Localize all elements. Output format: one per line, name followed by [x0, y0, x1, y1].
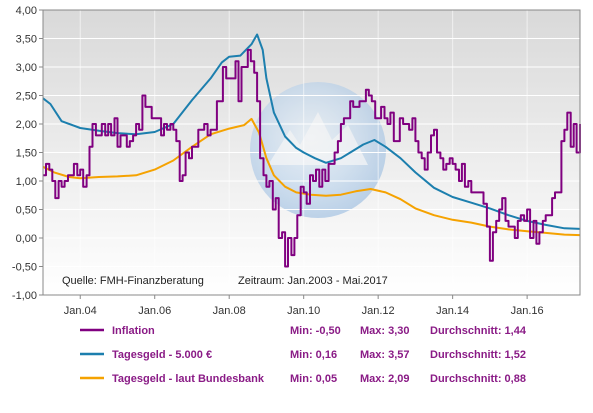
series-line-1: [42, 33, 581, 230]
legend-min: Min: -0,50: [290, 325, 341, 337]
x-tick-label: Jan.08: [213, 305, 246, 317]
y-tick-label: 3,50: [16, 34, 37, 46]
legend: Inflation Min: -0,50 Max: 3,30 Durchschnitt…: [80, 325, 527, 385]
x-tick-label: Jan.10: [287, 305, 320, 317]
source-note: Quelle: FMH-Finanzberatung: [62, 275, 204, 287]
legend-max: Max: 3,57: [360, 349, 410, 361]
legend-average: Durchschnitt: 1,44: [430, 325, 527, 337]
x-tick-label: Jan.06: [138, 305, 171, 317]
x-axis-ticks: Jan.04 Jan.06 Jan.08 Jan.10 Jan.12 Jan.14 Jan.…: [64, 295, 544, 317]
x-tick-label: Jan.12: [362, 305, 395, 317]
legend-average: Durchschnitt: 1,52: [430, 349, 526, 361]
x-tick-label: Jan.16: [511, 305, 544, 317]
y-tick-label: 2,50: [16, 91, 37, 103]
y-axis-ticks: -1,00 -0,50 0,00 0,50 1,00 1,50 2,00 2,50 3,00 3,…: [12, 5, 43, 302]
series-line-2: [42, 117, 581, 237]
y-tick-label: -1,00: [12, 290, 37, 302]
y-tick-label: 1,00: [16, 176, 37, 188]
x-tick-label: Jan.04: [64, 305, 97, 317]
watermark-logo: [250, 82, 386, 218]
plot-border: [42, 9, 581, 296]
legend-max: Max: 2,09: [360, 373, 410, 385]
y-tick-label: 4,00: [16, 5, 37, 17]
legend-series-name: Inflation: [112, 325, 155, 337]
y-tick-label: 0,00: [16, 233, 37, 245]
series-line-0: [43, 48, 581, 268]
legend-average: Durchschnitt: 0,88: [430, 373, 526, 385]
legend-series-name: Tagesgeld - laut Bundesbank: [112, 373, 265, 385]
legend-min: Min: 0,05: [290, 373, 337, 385]
legend-series-name: Tagesgeld - 5.000 €: [112, 349, 212, 361]
y-tick-label: 3,00: [16, 62, 37, 74]
y-tick-label: -0,50: [12, 262, 37, 274]
legend-max: Max: 3,30: [360, 325, 410, 337]
period-note: Zeitraum: Jan.2003 - Mai.2017: [238, 275, 388, 287]
y-tick-label: 2,00: [16, 119, 37, 131]
y-tick-label: 1,50: [16, 148, 37, 160]
series-lines: [42, 33, 581, 268]
x-tick-label: Jan.14: [436, 305, 469, 317]
y-tick-label: 0,50: [16, 205, 37, 217]
legend-min: Min: 0,16: [290, 349, 337, 361]
